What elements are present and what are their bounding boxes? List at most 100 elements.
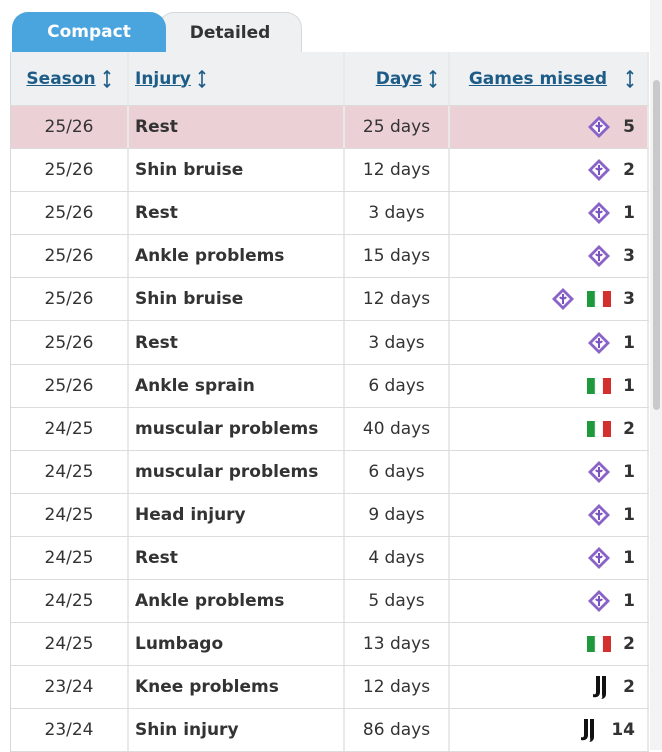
cell: 24/25 xyxy=(11,536,129,580)
cell-text: Rest xyxy=(135,332,178,353)
club-icon xyxy=(581,719,595,743)
cell-text: 3 days xyxy=(368,203,425,224)
cell-text: Rest xyxy=(135,203,178,224)
cell-text: 1 xyxy=(623,591,635,612)
cell: 1 xyxy=(450,321,649,364)
table-row: 25/26 Rest 3 days 1 xyxy=(11,192,649,236)
cell: 25/26 xyxy=(11,106,129,149)
header-label[interactable]: Days xyxy=(375,68,422,89)
cell-text: 1 xyxy=(623,547,635,568)
cell: 2 xyxy=(450,407,649,450)
cell: 2 xyxy=(450,149,649,192)
club-icon xyxy=(588,503,611,526)
column-header[interactable]: Season xyxy=(11,52,129,105)
cell-text: Ankle sprain xyxy=(135,375,255,396)
cell: 24/25 xyxy=(11,623,129,666)
cell: 25/26 xyxy=(11,278,129,321)
cell: 14 xyxy=(450,709,649,752)
tab[interactable]: Detailed xyxy=(158,12,302,53)
cell: Ankle problems xyxy=(129,235,345,278)
cell: 9 days xyxy=(345,493,450,536)
cell: 23/24 xyxy=(11,709,129,752)
cell: 24/25 xyxy=(11,493,129,536)
cell-text: 24/25 xyxy=(44,591,94,612)
cell: 3 xyxy=(450,235,649,278)
cell-text: Ankle problems xyxy=(135,591,285,612)
cell: Shin bruise xyxy=(129,149,345,192)
cell-text: 2 xyxy=(623,677,635,698)
cell-text: 12 days xyxy=(362,289,431,310)
cell: 2 xyxy=(450,623,649,666)
cell: muscular problems xyxy=(129,450,345,493)
column-header[interactable]: Games missed xyxy=(450,52,649,105)
table-row: 25/26 Rest 25 days 5 xyxy=(11,106,649,150)
cell-text: 13 days xyxy=(362,634,431,655)
header-label[interactable]: Games missed xyxy=(468,68,607,89)
cell-text: 25/26 xyxy=(44,375,94,396)
cell: 12 days xyxy=(345,149,450,192)
club-icon xyxy=(593,676,607,700)
cell-text: 24/25 xyxy=(44,547,94,568)
cell-text: 25/26 xyxy=(44,203,94,224)
cell: 25/26 xyxy=(11,192,129,235)
cell-text: muscular problems xyxy=(135,461,319,482)
cell-text: Shin bruise xyxy=(135,289,244,310)
cell-text: 24/25 xyxy=(44,634,94,655)
table-row: 24/25 Head injury 9 days 1 xyxy=(11,493,649,537)
sort-icon xyxy=(103,69,111,88)
column-header[interactable]: Days xyxy=(345,52,450,105)
club-icon xyxy=(588,460,611,483)
cell: Rest xyxy=(129,192,345,235)
cell: 6 days xyxy=(345,364,450,407)
cell-text: 86 days xyxy=(362,720,431,741)
cell-text: 3 xyxy=(623,289,635,310)
tab[interactable]: Compact xyxy=(12,12,166,52)
table-row: 25/26 Ankle problems 15 days 3 xyxy=(11,235,649,279)
cell: 13 days xyxy=(345,623,450,666)
cell: 1 xyxy=(450,450,649,493)
cell-text: 1 xyxy=(623,375,635,396)
cell: Rest xyxy=(129,106,345,149)
club-icon xyxy=(588,590,611,613)
club-icon xyxy=(552,288,575,311)
cell-text: Shin bruise xyxy=(135,160,244,181)
header-label[interactable]: Season xyxy=(26,68,96,89)
table-row: 24/25 muscular problems 6 days 1 xyxy=(11,450,649,494)
cell: Lumbago xyxy=(129,623,345,666)
table-row: 25/26 Shin bruise 12 days 2 xyxy=(11,149,649,193)
cell-text: 2 xyxy=(623,634,635,655)
column-header[interactable]: Injury xyxy=(129,52,345,105)
club-icon xyxy=(588,331,611,354)
cell: 5 xyxy=(450,106,649,149)
cell-text: muscular problems xyxy=(135,418,319,439)
table-row: 24/25 Ankle problems 5 days 1 xyxy=(11,580,649,624)
cell-text: 23/24 xyxy=(44,677,94,698)
cell: 6 days xyxy=(345,450,450,493)
cell: 12 days xyxy=(345,278,450,321)
cell: 25/26 xyxy=(11,149,129,192)
club-icon xyxy=(588,245,611,268)
cell-text: 5 xyxy=(623,117,635,138)
cell-text: 25/26 xyxy=(44,160,94,181)
country-icon xyxy=(587,291,612,308)
header-label[interactable]: Injury xyxy=(135,68,191,89)
cell-text: 6 days xyxy=(368,461,425,482)
cell-text: 14 xyxy=(611,720,635,741)
cell-text: Rest xyxy=(135,547,178,568)
cell-text: 25/26 xyxy=(44,246,94,267)
cell-text: 5 days xyxy=(368,591,425,612)
cell: muscular problems xyxy=(129,407,345,450)
scroll-thumb[interactable] xyxy=(653,80,660,410)
cell-text: 2 xyxy=(623,418,635,439)
club-icon xyxy=(588,546,611,569)
cell-text: 15 days xyxy=(362,246,431,267)
country-icon xyxy=(587,420,612,437)
cell-text: 24/25 xyxy=(44,418,94,439)
cell: Head injury xyxy=(129,493,345,536)
cell-text: 6 days xyxy=(368,375,425,396)
cell: 23/24 xyxy=(11,666,129,709)
cell-text: Shin injury xyxy=(135,720,239,741)
sort-icon xyxy=(429,69,437,88)
cell: 4 days xyxy=(345,536,450,580)
